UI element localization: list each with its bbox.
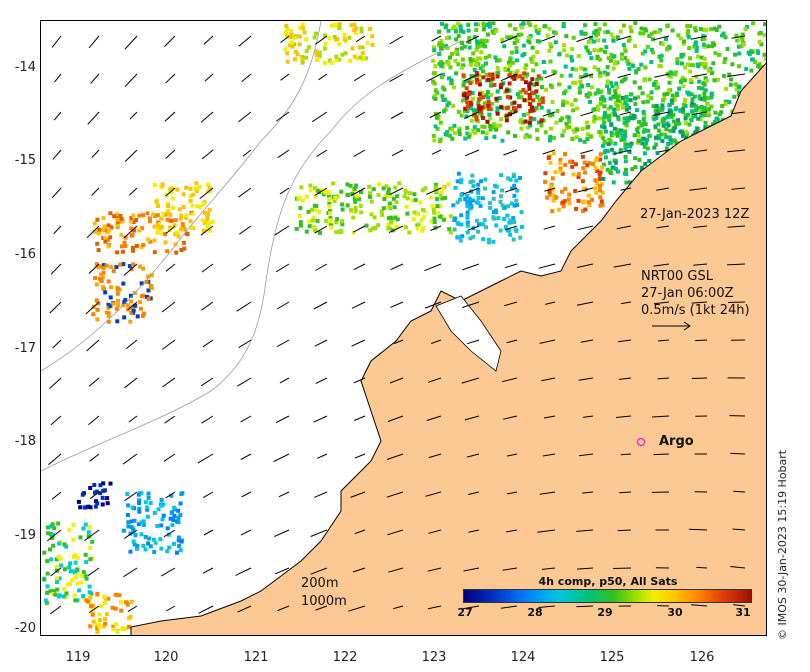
- current-arrows: [46, 35, 746, 615]
- inlet: [435, 295, 502, 372]
- land-mass: [130, 62, 766, 635]
- x-tick-label: 125: [599, 650, 625, 665]
- current-scale-label: 0.5m/s (1kt 24h): [641, 303, 750, 318]
- argo-marker-icon: [637, 438, 645, 446]
- y-tick-label: -17: [14, 341, 36, 356]
- x-tick-label: 119: [65, 650, 91, 665]
- colorbar-tick: 28: [527, 606, 543, 619]
- x-tick-label: 121: [243, 650, 269, 665]
- x-tick-label: 124: [510, 650, 536, 665]
- contour-200m: [41, 40, 462, 472]
- colorbar-title: 4h comp, p50, All Sats: [538, 575, 678, 588]
- y-tick-label: -15: [14, 153, 36, 168]
- timestamp-label: 27-Jan-2023 12Z: [640, 207, 750, 222]
- x-tick-label: 123: [421, 650, 447, 665]
- y-tick-label: -14: [14, 60, 36, 75]
- y-tick-label: -20: [14, 621, 36, 636]
- x-tick-label: 126: [689, 650, 715, 665]
- current-source-label: NRT00 GSL: [641, 269, 713, 284]
- map-area: [40, 20, 767, 636]
- sst-pixels: [42, 21, 766, 634]
- y-tick-label: -18: [14, 434, 36, 449]
- colorbar-tick: 30: [667, 606, 683, 619]
- contour-1000m: [41, 21, 322, 372]
- argo-label: Argo: [659, 434, 694, 449]
- x-tick-label: 120: [153, 650, 179, 665]
- colorbar-tick: 31: [735, 606, 751, 619]
- y-tick-label: -19: [14, 528, 36, 543]
- x-tick-label: 122: [332, 650, 358, 665]
- map-canvas: [41, 21, 766, 635]
- contour-1000-label: 1000m: [301, 594, 347, 609]
- colorbar-tick: 27: [457, 606, 473, 619]
- scale-arrow-icon: [652, 321, 691, 331]
- credit-text: © IMOS 30-Jan-2023 15:19 Hobart: [776, 449, 789, 640]
- colorbar-tick: 29: [597, 606, 613, 619]
- depth-contours: [41, 21, 462, 472]
- y-tick-label: -16: [14, 247, 36, 262]
- coastline: [130, 62, 766, 635]
- contour-200-label: 200m: [301, 576, 339, 591]
- colorbar: [463, 589, 752, 603]
- current-time-label: 27-Jan 06:00Z: [641, 286, 734, 301]
